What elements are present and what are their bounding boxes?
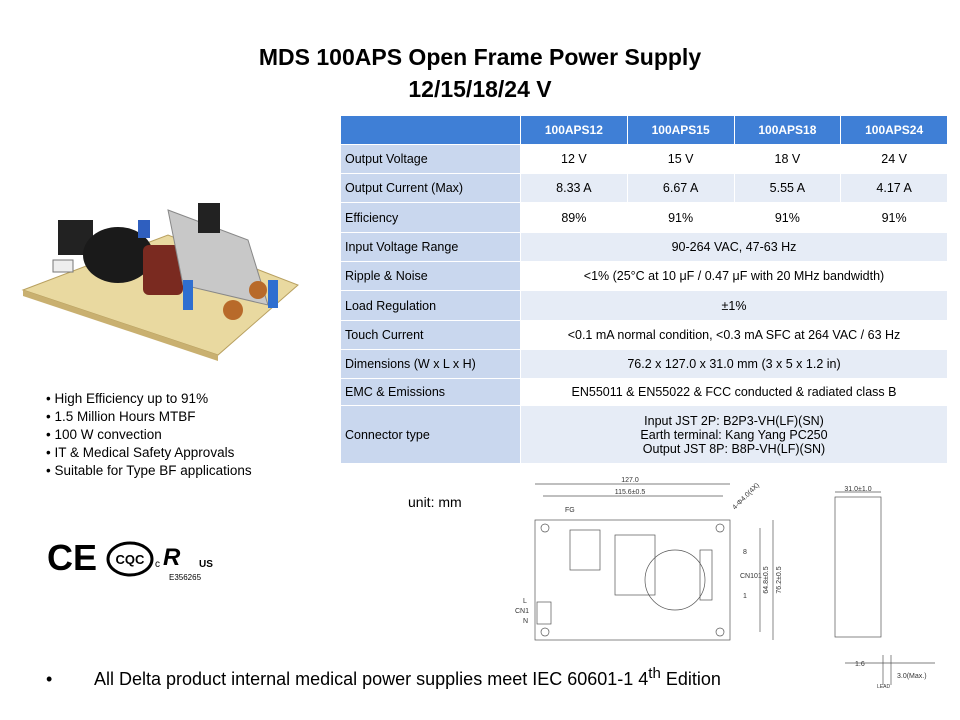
cn1-label: CN1 xyxy=(515,608,529,615)
table-row: Efficiency 89% 91% 91% 91% xyxy=(340,202,948,233)
table-row: Load Regulation ±1% xyxy=(340,290,948,321)
dim-width: 76.2±0.5 xyxy=(776,566,783,593)
footer: • All Delta product internal medical powe… xyxy=(46,665,721,690)
dim-pitch-w: 64.8±0.5 xyxy=(763,566,770,593)
feature-item: IT & Medical Safety Approvals xyxy=(46,444,252,462)
dim-board: 1.6 xyxy=(855,661,865,668)
table-cell: 91% xyxy=(840,202,948,233)
row-label: Ripple & Noise xyxy=(340,261,521,291)
cell-line: Earth terminal: Kang Yang PC250 xyxy=(640,427,828,442)
holes-label: 4-Φ4.0(4X) xyxy=(731,482,761,512)
table-cell: 6.67 A xyxy=(626,173,735,203)
pin8: 8 xyxy=(743,549,747,556)
table-row: EMC & Emissions EN55011 & EN55022 & FCC c… xyxy=(340,378,948,406)
footer-sup: th xyxy=(648,665,661,682)
dim-pitch: 115.6±0.5 xyxy=(615,489,646,496)
feature-item: 1.5 Million Hours MTBF xyxy=(46,408,252,426)
cn1-l: L xyxy=(523,598,527,605)
row-label: Output Current (Max) xyxy=(340,173,521,203)
table-row: Output Current (Max) 8.33 A 6.67 A 5.55 A 4.… xyxy=(340,173,948,203)
table-cell: 91% xyxy=(626,202,735,233)
ul-file: E356265 xyxy=(169,573,202,582)
column-header: 100APS18 xyxy=(733,115,842,145)
table-cell: 90-264 VAC, 47-63 Hz xyxy=(520,232,948,262)
column-header: 100APS24 xyxy=(840,115,948,145)
row-label: Efficiency xyxy=(340,202,521,233)
pin1: 1 xyxy=(743,593,747,600)
mechanical-drawing: 127.0 115.6±0.5 FG 4-Φ4.0(4X) 8 CN101 1 … xyxy=(515,477,935,690)
table-cell: 4.17 A xyxy=(840,173,948,203)
table-row: Touch Current <0.1 mA normal condition, <… xyxy=(340,320,948,350)
certifications: CE CQC c R US E356265 xyxy=(47,537,213,582)
table-cell: <0.1 mA normal condition, <0.3 mA SFC at… xyxy=(520,320,948,350)
table-cell: <1% (25°C at 10 μF / 0.47 μF with 20 MHz… xyxy=(520,261,948,291)
table-row: Ripple & Noise <1% (25°C at 10 μF / 0.47 … xyxy=(340,261,948,291)
cn101-label: CN101 xyxy=(740,573,762,580)
table-cell: 76.2 x 127.0 x 31.0 mm (3 x 5 x 1.2 in) xyxy=(520,349,948,379)
table-cell: ±1% xyxy=(520,290,948,321)
fg-label: FG xyxy=(565,507,575,514)
column-header: 100APS12 xyxy=(520,115,628,145)
table-cell: 5.55 A xyxy=(733,173,842,203)
feature-item: High Efficiency up to 91% xyxy=(46,390,252,408)
row-label: Load Regulation xyxy=(340,290,521,321)
feature-item: 100 W convection xyxy=(46,426,252,444)
unit-label: unit: mm xyxy=(408,494,462,510)
footer-text: All Delta product internal medical power… xyxy=(94,669,649,689)
table-cell: 24 V xyxy=(840,144,948,174)
table-cell: 8.33 A xyxy=(520,173,628,203)
footer-bullet: • xyxy=(46,669,53,689)
ul-c: c xyxy=(155,559,160,570)
row-label: Touch Current xyxy=(340,320,521,350)
title: MDS 100APS Open Frame Power Supply xyxy=(258,44,702,70)
table-cell: 15 V xyxy=(626,144,735,174)
dim-height: 31.0±1.0 xyxy=(844,486,871,493)
row-label: Dimensions (W x L x H) xyxy=(340,349,521,379)
spec-table: 100APS12 100APS15 100APS18 100APS24 Output … xyxy=(340,115,948,464)
cell-line: Input JST 2P: B2P3-VH(LF)(SN) xyxy=(644,413,824,428)
table-cell: 91% xyxy=(733,202,842,233)
header-corner xyxy=(340,115,521,145)
cell-line: Output JST 8P: B8P-VH(LF)(SN) xyxy=(642,441,826,456)
product-photo xyxy=(21,203,299,361)
row-label: EMC & Emissions xyxy=(340,378,521,406)
feature-list: High Efficiency up to 91%1.5 Million Hou… xyxy=(46,390,252,480)
table-row: Input Voltage Range 90-264 VAC, 47-63 Hz xyxy=(340,232,948,262)
subtitle: 12/15/18/24 V xyxy=(408,76,552,102)
cqc-mark: CQC xyxy=(116,552,146,567)
table-cell: Input JST 2P: B2P3-VH(LF)(SN) Earth termi… xyxy=(520,405,948,464)
table-row: Connector type Input JST 2P: B2P3-VH(LF)(… xyxy=(340,405,948,464)
row-label: Output Voltage xyxy=(340,144,521,174)
lead-label: LEAD xyxy=(877,684,890,690)
column-header: 100APS15 xyxy=(626,115,735,145)
ul-mark: R xyxy=(163,544,181,571)
row-label: Input Voltage Range xyxy=(340,232,521,262)
header-row: 100APS12 100APS15 100APS18 100APS24 xyxy=(340,115,948,145)
feature-item: Suitable for Type BF applications xyxy=(46,462,251,480)
ul-us: US xyxy=(199,559,213,570)
table-cell: EN55011 & EN55022 & FCC conducted & radi… xyxy=(520,378,948,406)
ce-mark: CE xyxy=(47,537,97,578)
footer-tail: Edition xyxy=(665,669,721,689)
table-cell: 12 V xyxy=(520,144,628,174)
row-label: Connector type xyxy=(340,405,521,464)
table-row: Dimensions (W x L x H) 76.2 x 127.0 x 31.… xyxy=(340,349,948,379)
table-cell: 89% xyxy=(520,202,628,233)
dim-lead: 3.0(Max.) xyxy=(897,673,927,680)
table-row: Output Voltage 12 V 15 V 18 V 24 V xyxy=(340,144,948,174)
table-cell: 18 V xyxy=(733,144,842,174)
dim-length: 127.0 xyxy=(621,477,639,484)
cn1-n: N xyxy=(523,618,528,625)
